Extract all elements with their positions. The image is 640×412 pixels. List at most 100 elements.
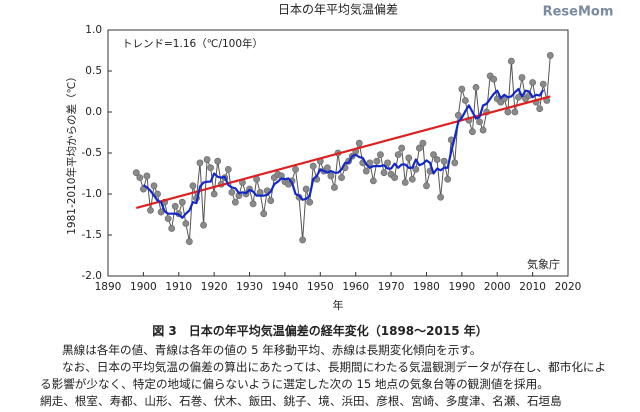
point: [423, 182, 430, 190]
caption: 図 3 日本の年平均気温偏差の経年変化（1898～2015 年）: [152, 324, 488, 338]
point: [369, 177, 377, 185]
point: [458, 85, 466, 93]
point: [529, 79, 537, 86]
point: [507, 57, 515, 65]
paragraph: 黒線は各年の値、青線は各年の値の 5 年移動平均、赤線は長期変化傾向を示す。: [62, 343, 482, 357]
point: [299, 236, 307, 244]
point: [461, 97, 469, 104]
point: [182, 220, 190, 227]
point: [210, 190, 218, 198]
point: [196, 159, 204, 167]
point: [185, 238, 193, 245]
x-tick-label: 1900: [130, 281, 157, 293]
point: [373, 157, 381, 165]
paragraph: 網走、根室、寿都、山形、石巻、伏木、飯田、銚子、境、浜田、彦根、宮崎、多度津、名…: [40, 394, 562, 408]
series-line: [136, 95, 551, 210]
point: [518, 74, 526, 81]
point: [405, 154, 413, 162]
y-tick-label: 1.0: [85, 24, 102, 36]
point: [147, 206, 154, 214]
x-axis-label: 年: [333, 298, 344, 312]
point: [306, 198, 314, 206]
point: [178, 198, 186, 206]
point: [444, 175, 452, 183]
point: [398, 144, 406, 152]
point: [132, 169, 140, 177]
point: [472, 84, 480, 91]
point: [401, 179, 409, 186]
x-tick-label: 2010: [519, 281, 546, 293]
point: [200, 221, 207, 229]
y-axis-label: 1981-2010年平均からの差（℃）: [65, 71, 78, 235]
point: [419, 139, 427, 147]
x-tick-label: 1990: [448, 281, 475, 293]
point: [490, 75, 498, 83]
watermark: ReseMom: [543, 5, 614, 20]
x-tick-label: 1890: [95, 281, 122, 293]
series-line: [135, 55, 551, 243]
point: [377, 151, 384, 159]
point: [440, 157, 448, 165]
x-tick-label: 1920: [201, 281, 228, 293]
point: [189, 182, 197, 190]
point: [380, 169, 388, 177]
point: [408, 175, 416, 183]
point: [355, 139, 363, 147]
point: [394, 151, 402, 159]
point: [433, 156, 441, 163]
point: [136, 174, 144, 181]
point: [539, 80, 547, 88]
point: [536, 105, 544, 113]
y-tick-label: -1.5: [82, 229, 103, 241]
y-tick-label: -0.5: [82, 147, 103, 159]
point: [207, 164, 215, 172]
point: [469, 128, 476, 136]
point: [415, 144, 423, 152]
x-tick-label: 1950: [307, 281, 334, 293]
chart-title: 日本の年平均気温偏差: [278, 2, 398, 17]
point: [384, 159, 391, 167]
point: [203, 156, 211, 163]
paragraph: なお、日本の平均気温の偏差の算出にあたっては、長期間にわたる気温観測データが存在…: [62, 360, 607, 374]
point: [256, 188, 264, 196]
x-tick-label: 1980: [413, 281, 440, 293]
point: [511, 108, 519, 116]
point: [249, 200, 257, 208]
point: [150, 182, 158, 190]
x-tick-label: 1910: [165, 281, 192, 293]
point: [451, 159, 459, 167]
point: [171, 202, 179, 210]
point: [309, 162, 317, 170]
point: [224, 165, 232, 173]
point: [476, 118, 483, 126]
point: [479, 126, 487, 134]
point: [437, 193, 445, 201]
point: [231, 198, 239, 206]
x-tick-label: 1970: [378, 281, 405, 293]
point: [412, 165, 420, 173]
point: [164, 215, 172, 222]
x-tick-label: 1940: [272, 281, 299, 293]
point: [391, 174, 399, 181]
x-tick-label: 2020: [555, 281, 582, 293]
x-tick-label: 1930: [236, 281, 263, 293]
point: [292, 165, 299, 173]
point: [260, 210, 268, 218]
point: [228, 188, 236, 196]
point: [323, 164, 331, 172]
point: [214, 157, 222, 165]
point: [154, 190, 161, 198]
point: [168, 225, 176, 232]
y-tick-label: 0.0: [85, 106, 102, 118]
point: [143, 172, 151, 180]
y-tick-label: 0.5: [85, 65, 102, 77]
series-line: [142, 87, 545, 219]
point: [504, 108, 512, 116]
point: [338, 174, 345, 181]
x-tick-label: 2000: [484, 281, 511, 293]
point: [331, 184, 338, 191]
y-tick-label: -2.0: [82, 270, 103, 282]
point: [362, 167, 370, 175]
